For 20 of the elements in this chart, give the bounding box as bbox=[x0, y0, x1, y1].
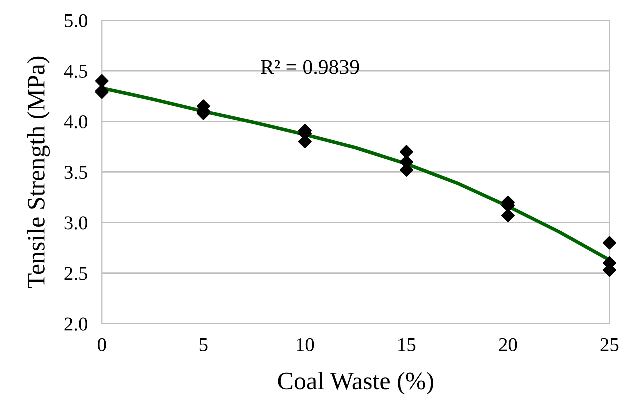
point bbox=[602, 236, 616, 250]
annotation: R² = 0.9839 bbox=[261, 60, 360, 74]
y-tick-label: 3.0 bbox=[64, 216, 88, 230]
x-tick-label: 10 bbox=[297, 338, 314, 352]
x-tick-label: 25 bbox=[600, 338, 619, 352]
y-tick-label: 5.0 bbox=[65, 14, 88, 28]
x-axis-title: Coal Waste (%) bbox=[278, 372, 434, 395]
x-tick-label: 5 bbox=[200, 338, 208, 352]
y-tick-label: 2.0 bbox=[64, 318, 88, 331]
point bbox=[501, 208, 515, 222]
point bbox=[400, 145, 414, 159]
y-tick-label: 4.0 bbox=[64, 115, 88, 129]
x-tick-label: 15 bbox=[398, 338, 416, 352]
point bbox=[95, 74, 109, 88]
y-tick-label: 2.5 bbox=[64, 267, 88, 280]
y-tick-label: 3.5 bbox=[64, 166, 88, 180]
x-tick-label: 0 bbox=[98, 338, 106, 352]
y-axis-title: Tensile Strength (MPa) bbox=[27, 56, 50, 288]
y-tick-label: 4.5 bbox=[64, 65, 88, 78]
x-tick-label: 20 bbox=[499, 338, 518, 352]
